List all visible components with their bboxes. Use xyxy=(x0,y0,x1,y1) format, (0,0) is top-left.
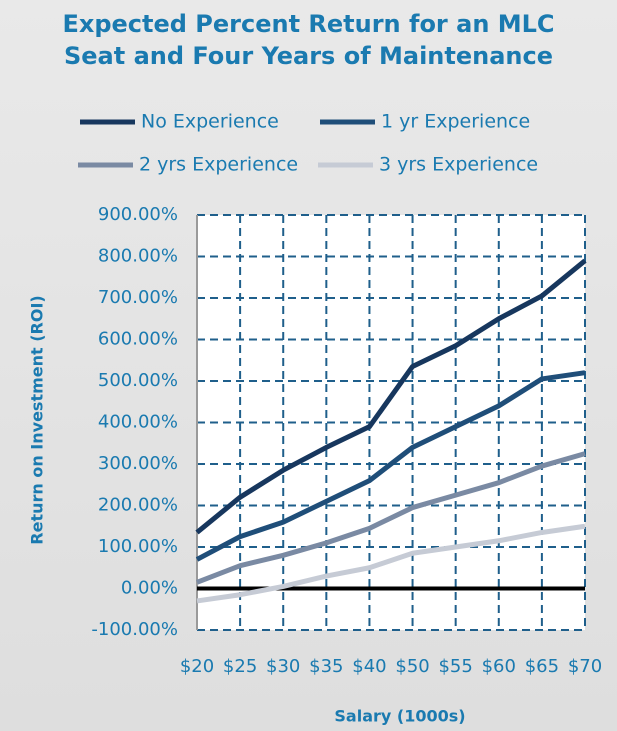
y-tick-label: 0.00% xyxy=(121,578,178,599)
x-tick-label: $65 xyxy=(525,656,559,677)
x-axis-title: Salary (1000s) xyxy=(334,707,465,726)
y-tick-label: 200.00% xyxy=(98,495,178,516)
y-axis-title: Return on Investment (ROI) xyxy=(28,295,47,544)
y-tick-label: -100.00% xyxy=(91,619,178,640)
x-tick-label: $55 xyxy=(438,656,472,677)
y-tick-label: 700.00% xyxy=(98,287,178,308)
legend-label: 1 yr Experience xyxy=(381,111,530,133)
series-line xyxy=(195,370,586,562)
y-tick-label: 900.00% xyxy=(98,204,178,225)
series-line xyxy=(195,258,587,535)
legend-label: No Experience xyxy=(141,111,279,133)
y-tick-label: 100.00% xyxy=(98,536,178,557)
x-tick-label: $30 xyxy=(266,656,300,677)
x-tick-label: $40 xyxy=(352,656,386,677)
y-tick-label: 400.00% xyxy=(98,412,178,433)
legend-label: 2 yrs Experience xyxy=(139,154,298,176)
legend-label: 3 yrs Experience xyxy=(379,154,538,176)
x-tick-label: $50 xyxy=(395,656,429,677)
y-tick-label: 300.00% xyxy=(98,453,178,474)
x-tick-label: $25 xyxy=(223,656,257,677)
y-tick-label: 500.00% xyxy=(98,370,178,391)
y-tick-label: 600.00% xyxy=(98,329,178,350)
chart-title: Expected Percent Return for an MLC Seat … xyxy=(62,10,555,70)
series-line xyxy=(196,451,586,585)
x-tick-label: $20 xyxy=(180,656,214,677)
y-tick-label: 800.00% xyxy=(98,246,178,267)
x-tick-label: $60 xyxy=(482,656,516,677)
x-tick-label: $70 xyxy=(568,656,602,677)
x-tick-label: $35 xyxy=(309,656,343,677)
series-line xyxy=(196,523,586,604)
